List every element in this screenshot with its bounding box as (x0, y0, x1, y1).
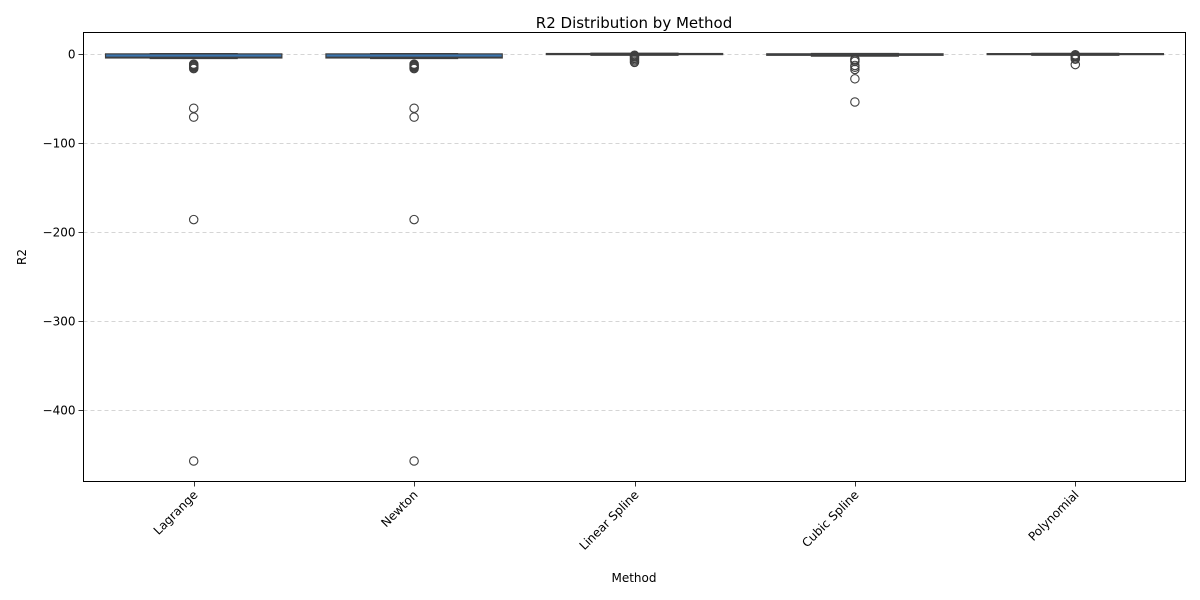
y-axis-label: R2 (15, 249, 29, 265)
grid-layer (83, 54, 1186, 411)
box-lagrange (104, 53, 283, 60)
y-tick-label: −300 (43, 315, 76, 329)
outlier-point (850, 74, 860, 84)
outlier-point (188, 63, 199, 74)
outlier-point (188, 112, 199, 122)
x-axis-ticks: Lagrange Newton Linear Spline Cubic Spline P… (151, 481, 1082, 553)
x-tick-label: Polynomial (1026, 488, 1082, 544)
outlier-point (629, 57, 640, 68)
outlier-point (850, 64, 860, 75)
plot-frame (83, 32, 1186, 482)
outliers-layer (188, 50, 1081, 466)
outlier-point (188, 214, 199, 225)
outlier-point (1070, 54, 1081, 64)
outlier-point (409, 112, 419, 122)
box-iqr (104, 53, 283, 59)
outlier-point (850, 62, 860, 72)
box-iqr (325, 53, 503, 59)
outlier-point (1070, 59, 1081, 70)
outlier-point (409, 103, 419, 113)
x-tick-label: Linear Spline (577, 488, 642, 553)
chart-title: R2 Distribution by Method (536, 14, 732, 32)
outlier-point (850, 97, 860, 107)
y-axis-ticks: 0 −100 −200 −300 −400 (43, 48, 84, 418)
outlier-point (188, 456, 199, 466)
outlier-point (409, 63, 419, 74)
y-tick-label: −100 (43, 137, 76, 151)
box-newton (325, 53, 503, 60)
y-tick-label: −200 (43, 226, 76, 240)
x-tick-label: Cubic Spline (799, 488, 861, 550)
y-tick-label: −400 (43, 404, 76, 418)
outlier-point (409, 214, 419, 225)
y-tick-label: 0 (68, 48, 76, 62)
outlier-point (409, 456, 419, 466)
x-tick-label: Newton (378, 488, 420, 530)
outlier-point (188, 103, 199, 113)
x-tick-label: Lagrange (151, 488, 201, 538)
x-axis-label: Method (611, 571, 656, 585)
